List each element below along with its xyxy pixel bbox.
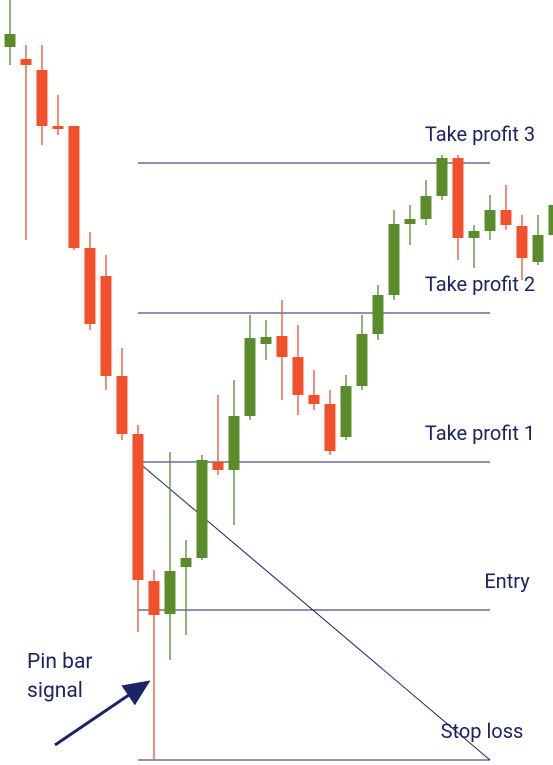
candle-body	[292, 357, 304, 395]
candle-body	[36, 70, 48, 126]
candle-body	[4, 34, 16, 47]
level-label: Take profit 1	[425, 421, 535, 445]
candle-body	[532, 235, 544, 262]
level-label: Take profit 2	[425, 272, 535, 296]
candle-body	[388, 224, 400, 295]
candle-body	[212, 462, 224, 470]
level-label: Take profit 3	[425, 122, 535, 146]
candle-body	[260, 337, 272, 344]
candle-body	[404, 219, 416, 224]
candle-body	[436, 158, 448, 196]
signal-arrow	[54, 680, 151, 747]
candle-body	[484, 210, 496, 231]
candle-body	[308, 395, 320, 404]
level-label: Stop loss	[441, 719, 524, 743]
candle-body	[180, 558, 192, 567]
candle-body	[340, 386, 352, 437]
candle-body	[164, 571, 176, 614]
candle-body	[468, 231, 480, 238]
candle-body	[132, 434, 144, 580]
candle-body	[516, 226, 528, 258]
candle-body	[276, 336, 288, 357]
candle-body	[244, 338, 256, 416]
candle-body	[52, 126, 64, 129]
candle-body	[116, 376, 128, 434]
candle-body	[196, 460, 208, 558]
level-label: Entry	[484, 569, 530, 593]
annotation: Pin bar signal	[27, 650, 93, 703]
candle-body	[420, 196, 432, 219]
candle-body	[356, 334, 368, 386]
candle-body	[548, 205, 553, 235]
candle-body	[500, 210, 512, 225]
candle-body	[100, 276, 112, 376]
candle-body	[372, 295, 384, 334]
candle-body	[84, 248, 96, 324]
candle-body	[452, 158, 464, 238]
candle-body	[20, 59, 32, 65]
candle-body	[148, 581, 160, 615]
candle-body	[324, 404, 336, 451]
candle-body	[228, 416, 240, 470]
candle-body	[68, 126, 80, 248]
stop-diagonal	[137, 461, 491, 761]
